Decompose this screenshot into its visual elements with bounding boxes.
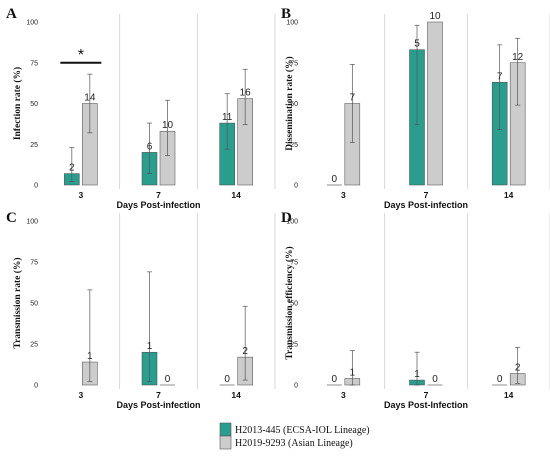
sample-size-label: 7 bbox=[350, 93, 356, 104]
sample-size-label: 1 bbox=[414, 369, 420, 380]
y-tick-label: 75 bbox=[290, 60, 298, 67]
y-axis-label: Infection rate (%) bbox=[12, 67, 23, 140]
x-tick-label: 3 bbox=[341, 390, 346, 400]
sample-size-label: 0 bbox=[497, 374, 503, 385]
x-tick-label: 14 bbox=[231, 390, 241, 400]
y-tick-label: 100 bbox=[286, 219, 298, 226]
y-tick-label: 0 bbox=[294, 383, 298, 390]
y-tick-label: 75 bbox=[290, 260, 298, 267]
y-tick-label: 50 bbox=[30, 301, 38, 308]
sample-size-label: 1 bbox=[147, 341, 153, 352]
sample-size-label: 10 bbox=[162, 120, 174, 131]
sample-size-label: 5 bbox=[414, 39, 420, 50]
legend-label-teal: H2013-445 (ECSA-IOL Lineage) bbox=[235, 425, 370, 436]
panel-a: A Infection rate (%) 0 25 50 75 100 3 2 14 7 6 10 14 1… bbox=[6, 6, 276, 210]
x-tick-label: 7 bbox=[424, 190, 429, 200]
y-tick-label: 0 bbox=[34, 383, 38, 390]
panel-letter: C bbox=[6, 210, 17, 226]
x-axis-label: Days Post-infection bbox=[384, 200, 468, 210]
sample-size-label: 2 bbox=[69, 163, 75, 174]
x-tick-label: 7 bbox=[156, 190, 161, 200]
panel-letter: A bbox=[6, 6, 17, 22]
panel-letter: B bbox=[281, 6, 291, 22]
legend-swatch-teal bbox=[219, 422, 232, 437]
sample-size-label: 2 bbox=[515, 363, 521, 374]
sample-size-label: 1 bbox=[350, 367, 356, 378]
x-axis-label: Days Post-infection bbox=[116, 400, 200, 410]
sample-size-label: 0 bbox=[332, 374, 338, 385]
sample-size-label: 14 bbox=[84, 93, 96, 104]
y-tick-label: 25 bbox=[30, 142, 38, 149]
sample-size-label: 2 bbox=[242, 346, 248, 357]
x-tick-label: 3 bbox=[78, 190, 83, 200]
y-tick-label: 75 bbox=[30, 260, 38, 267]
significance-star: * bbox=[78, 47, 84, 64]
bar-grey bbox=[427, 21, 443, 186]
x-tick-label: 7 bbox=[424, 390, 429, 400]
sample-size-label: 7 bbox=[497, 71, 503, 82]
sample-size-label: 0 bbox=[332, 174, 338, 185]
y-axis-label: Dissemination rate (%) bbox=[284, 56, 295, 150]
y-tick-label: 25 bbox=[290, 142, 298, 149]
sample-size-label: 16 bbox=[240, 88, 252, 99]
sample-size-label: 10 bbox=[429, 11, 441, 22]
sample-size-label: 1 bbox=[87, 351, 93, 362]
sample-size-label: 6 bbox=[147, 141, 153, 152]
x-tick-label: 7 bbox=[156, 390, 161, 400]
x-tick-label: 14 bbox=[504, 390, 514, 400]
sample-size-label: 0 bbox=[432, 374, 438, 385]
x-tick-label: 14 bbox=[231, 190, 241, 200]
y-tick-label: 25 bbox=[290, 342, 298, 349]
y-tick-label: 50 bbox=[290, 101, 298, 108]
legend: H2013-445 (ECSA-IOL Lineage) H2019-9293 … bbox=[219, 422, 370, 450]
sample-size-label: 0 bbox=[165, 374, 171, 385]
y-tick-label: 100 bbox=[26, 219, 38, 226]
x-axis-label: Days Post-Infection bbox=[384, 400, 468, 410]
y-tick-label: 100 bbox=[286, 20, 298, 27]
y-tick-label: 100 bbox=[26, 20, 38, 27]
legend-label-grey: H2019-9293 (Asian Lineage) bbox=[235, 438, 353, 449]
y-tick-label: 50 bbox=[30, 101, 38, 108]
y-axis-label: Transmission efficiency (%) bbox=[284, 246, 295, 359]
legend-swatch-grey bbox=[219, 435, 232, 450]
y-axis-label: Transmission rate (%) bbox=[12, 257, 23, 348]
x-tick-label: 3 bbox=[341, 190, 346, 200]
x-tick-label: 3 bbox=[78, 390, 83, 400]
y-tick-label: 0 bbox=[34, 183, 38, 190]
panel-letter: D bbox=[281, 210, 292, 226]
sample-size-label: 12 bbox=[512, 52, 524, 63]
sample-size-label: 11 bbox=[222, 112, 233, 123]
y-tick-label: 0 bbox=[294, 183, 298, 190]
y-tick-label: 75 bbox=[30, 60, 38, 67]
x-tick-label: 14 bbox=[504, 190, 514, 200]
x-axis-label: Days Post-infection bbox=[116, 200, 200, 210]
y-tick-label: 50 bbox=[290, 301, 298, 308]
y-tick-label: 25 bbox=[30, 342, 38, 349]
sample-size-label: 0 bbox=[224, 374, 230, 385]
